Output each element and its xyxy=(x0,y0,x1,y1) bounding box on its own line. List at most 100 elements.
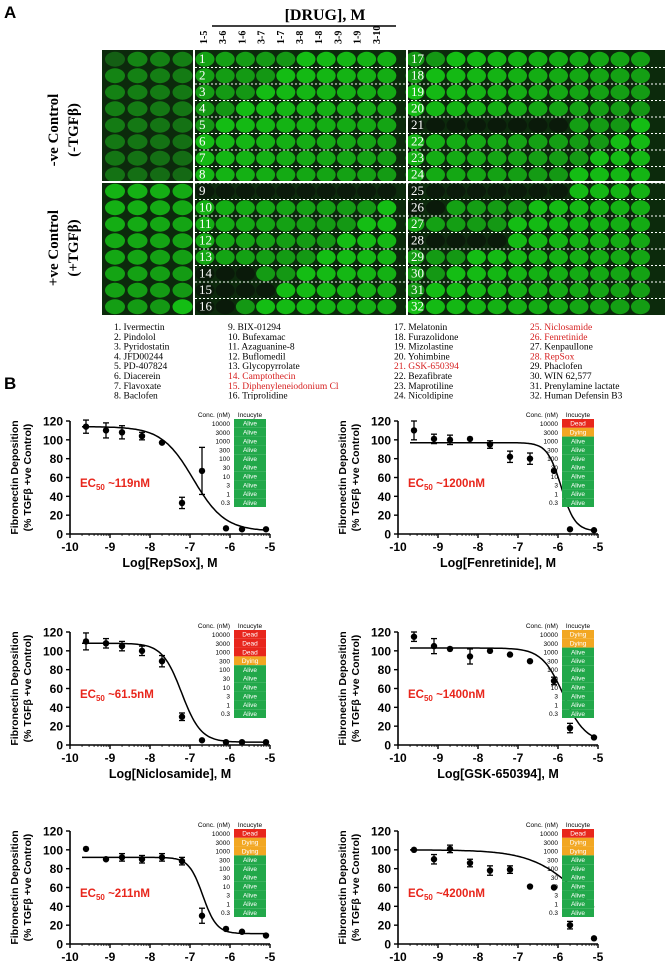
drug-well xyxy=(487,117,507,133)
control-well xyxy=(127,299,148,315)
incucyte-conc: 10 xyxy=(551,685,559,692)
drug-well xyxy=(487,134,507,150)
x-tick-label: -8 xyxy=(473,540,484,554)
drug-well xyxy=(336,233,356,249)
incucyte-conc: 3 xyxy=(554,694,558,701)
incucyte-status: Alive xyxy=(243,910,257,917)
y-axis-label: Fibronectin Deposition (% TGFβ +ve Contro… xyxy=(9,830,34,944)
incucyte-status-cell xyxy=(234,691,266,701)
drug-well xyxy=(467,249,486,265)
incucyte-status-cell xyxy=(562,436,594,446)
drug-well xyxy=(215,84,235,100)
row-number: 15 xyxy=(199,282,212,297)
x-tick-label: -5 xyxy=(265,950,276,964)
x-tick-label: -6 xyxy=(225,950,236,964)
incucyte-status-cell xyxy=(562,881,594,891)
drug-well xyxy=(296,84,316,100)
drug-well xyxy=(569,84,589,100)
control-well xyxy=(127,249,148,265)
drug-well xyxy=(377,84,397,100)
row-number: 7 xyxy=(199,150,206,165)
drug-well xyxy=(426,266,445,282)
y-axis-label: Fibronectin Deposition (% TGFβ +ve Contro… xyxy=(337,830,362,944)
drug-well xyxy=(235,266,255,282)
control-well xyxy=(105,233,125,249)
compound-legend-item: 14. Camptothecin xyxy=(228,372,296,382)
compound-legend-item: 20. Yohimbine xyxy=(394,352,450,362)
drug-well xyxy=(569,249,589,265)
incucyte-status: Dead xyxy=(242,649,258,656)
row-number: 10 xyxy=(199,200,212,215)
drug-well xyxy=(357,51,377,67)
control-well xyxy=(172,266,193,282)
drug-well xyxy=(357,266,377,282)
control-well xyxy=(127,51,148,67)
drug-well xyxy=(195,117,215,133)
control-well xyxy=(105,68,125,84)
data-point xyxy=(262,526,270,533)
drug-well xyxy=(508,51,527,67)
incucyte-status: Alive xyxy=(571,465,585,472)
incucyte-status: Alive xyxy=(571,658,585,665)
drug-well xyxy=(467,233,486,249)
incucyte-status-cell xyxy=(234,908,266,917)
data-point xyxy=(102,640,110,647)
drug-well xyxy=(195,134,215,150)
ec50-label: EC50 ~61.5nM xyxy=(80,689,154,703)
drug-well xyxy=(377,101,397,117)
drug-well xyxy=(316,167,336,183)
drug-well xyxy=(276,233,296,249)
incucyte-status: Alive xyxy=(571,884,585,891)
data-point xyxy=(550,467,558,475)
compound-legend-item: 15. Diphenyleneiodonium Cl xyxy=(228,382,339,392)
drug-well xyxy=(446,233,466,249)
y-tick-label: 120 xyxy=(371,415,391,429)
drug-well xyxy=(590,233,609,249)
compound-legend-item: 2. Pindolol xyxy=(114,333,156,343)
compound-legend-item: 18. Furazolidone xyxy=(394,333,458,343)
x-tick-label: -7 xyxy=(185,540,196,554)
incucyte-status-cell xyxy=(562,445,594,455)
drug-well xyxy=(446,183,466,199)
incucyte-conc: 300 xyxy=(547,658,558,665)
compound-legend-item: 7. Flavoxate xyxy=(114,382,161,392)
drug-well xyxy=(528,51,548,67)
drug-well xyxy=(446,282,466,298)
fit-curve xyxy=(82,856,266,935)
drug-well xyxy=(405,167,425,183)
incucyte-conc: 0.3 xyxy=(221,910,230,917)
control-well xyxy=(172,167,193,183)
incucyte-conc: 1000 xyxy=(544,439,559,446)
control-well xyxy=(172,150,193,166)
data-point xyxy=(82,845,90,853)
drug-well xyxy=(215,150,235,166)
x-tick-label: -8 xyxy=(473,950,484,964)
data-point xyxy=(466,435,474,443)
incucyte-conc: 10000 xyxy=(212,632,230,639)
drug-well xyxy=(377,282,397,298)
data-point xyxy=(118,429,126,436)
drug-well xyxy=(528,200,548,216)
incucyte-status: Dying xyxy=(570,430,587,437)
drug-well xyxy=(590,134,609,150)
drug-well xyxy=(446,117,466,133)
row-number: 11 xyxy=(199,216,212,231)
drug-well xyxy=(528,117,548,133)
compound-legend-item: 16. Triprolidine xyxy=(228,392,288,400)
drug-well xyxy=(316,282,336,298)
drug-well xyxy=(528,101,548,117)
y-tick-label: 120 xyxy=(371,825,391,839)
incucyte-conc: 1000 xyxy=(544,650,559,657)
control-well xyxy=(127,150,148,166)
incucyte-conc: 30 xyxy=(551,465,559,472)
y-axis-label: Fibronectin Deposition (% TGFβ +ve Contro… xyxy=(9,420,34,534)
control-well xyxy=(127,183,148,199)
incucyte-conc-header: Conc. (nM) xyxy=(198,623,230,630)
drug-well xyxy=(508,84,527,100)
data-point xyxy=(410,427,418,434)
data-point xyxy=(410,846,418,854)
incucyte-status-header: Incucyte xyxy=(238,623,263,630)
drug-well xyxy=(276,266,296,282)
drug-well xyxy=(631,150,650,166)
